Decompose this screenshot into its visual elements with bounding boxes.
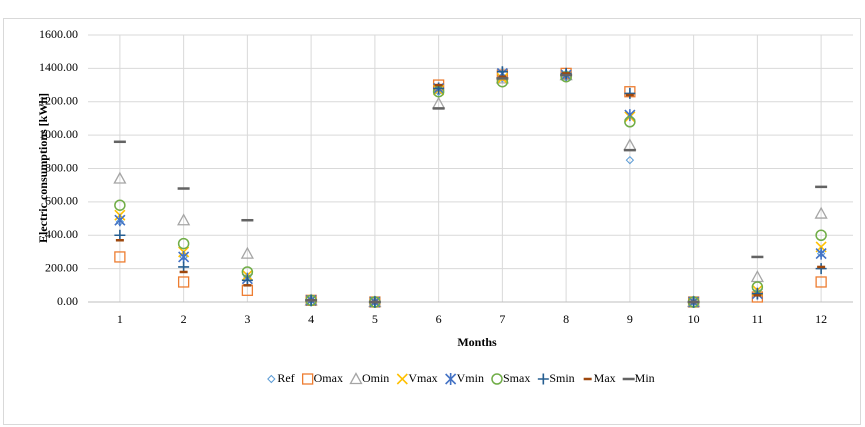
data-point [241, 274, 253, 286]
legend-label: Min [635, 371, 655, 385]
x-tick-label: 11 [752, 312, 764, 326]
y-tick-label: 1400.00 [39, 60, 78, 74]
legend: Ref Omax Omin Vmax Vmin Smax Smin Max Min [267, 371, 655, 385]
legend-label: Smin [549, 371, 574, 385]
x-tick-label: 5 [372, 312, 378, 326]
x-tick-label: 1 [117, 312, 123, 326]
legend-marker [537, 373, 549, 385]
y-tick-label: 1200.00 [39, 94, 78, 108]
legend-label: Smax [503, 371, 530, 385]
data-point [177, 276, 190, 288]
legend-marker [349, 372, 363, 385]
data-point [624, 116, 636, 128]
x-tick-label: 12 [815, 312, 827, 326]
data-point [178, 261, 190, 273]
y-tick-label: 600.00 [45, 194, 78, 208]
x-axis-title: Months [457, 335, 497, 349]
y-tick-label: 400.00 [45, 227, 78, 241]
x-tick-label: 2 [181, 312, 187, 326]
legend-marker [396, 373, 408, 385]
legend-marker [301, 373, 314, 385]
legend-marker [491, 373, 503, 385]
legend-label: Vmin [457, 371, 484, 385]
data-point [114, 214, 126, 227]
data-point [114, 251, 126, 263]
data-point [114, 229, 126, 241]
data-point [815, 263, 827, 275]
x-tick-label: 4 [308, 312, 314, 326]
legend-label: Max [594, 371, 616, 385]
legend-label: Omax [314, 371, 343, 385]
data-point [114, 199, 126, 211]
data-point [177, 213, 191, 226]
data-point [815, 276, 827, 288]
y-tick-label: 1600.00 [39, 27, 78, 41]
legend-label: Ref [277, 371, 294, 385]
chart-frame [3, 18, 861, 425]
x-tick-label: 9 [627, 312, 633, 326]
x-tick-label: 6 [436, 312, 442, 326]
y-tick-label: 0.00 [57, 294, 78, 308]
data-point [496, 66, 508, 78]
legend-marker [267, 374, 276, 384]
data-point [751, 288, 763, 300]
y-axis-title: Electric consumptions [kWh] [36, 93, 50, 243]
legend-label: Omin [362, 371, 389, 385]
y-tick-label: 1000.00 [39, 127, 78, 141]
y-tick-label: 800.00 [45, 160, 78, 174]
data-point [814, 206, 828, 219]
x-tick-label: 7 [499, 312, 505, 326]
data-point [113, 171, 127, 184]
data-point [815, 247, 827, 260]
y-tick-label: 200.00 [45, 260, 78, 274]
data-point [815, 229, 827, 241]
legend-marker [445, 373, 457, 385]
x-tick-label: 3 [244, 312, 250, 326]
x-tick-label: 8 [563, 312, 569, 326]
data-point [178, 250, 190, 263]
x-tick-label: 10 [688, 312, 700, 326]
legend-label: Vmax [408, 371, 437, 385]
data-point [240, 246, 254, 259]
data-point [177, 237, 190, 250]
data-point [625, 155, 635, 165]
data-point [624, 87, 636, 99]
